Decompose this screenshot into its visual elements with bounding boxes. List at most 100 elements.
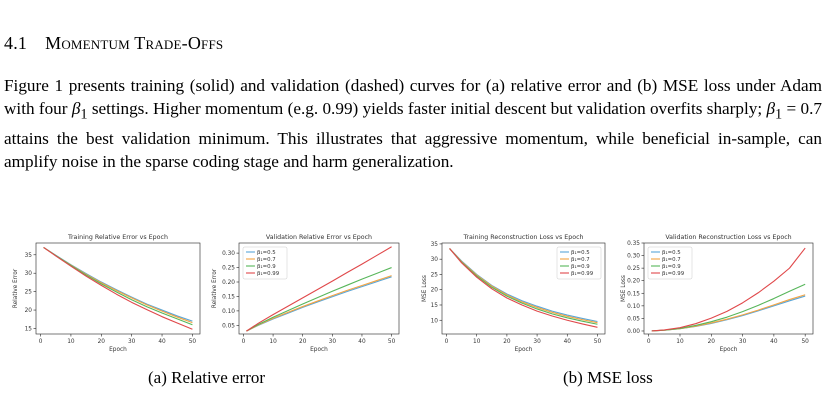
caption-b: (b) MSE loss bbox=[563, 368, 653, 387]
y-tick-label: 0.15 bbox=[627, 291, 640, 297]
plot-frame bbox=[441, 242, 606, 335]
y-tick-label: 0.25 bbox=[222, 266, 235, 272]
x-tick-label: 50 bbox=[388, 339, 396, 345]
figure: Training Relative Error vs Epoch 0 10 20 30 4… bbox=[0, 226, 826, 361]
y-axis-label: Relative Error bbox=[212, 268, 218, 308]
chart-title: Training Reconstruction Loss vs Epoch bbox=[462, 234, 583, 241]
legend-box bbox=[647, 246, 693, 280]
y-tick-label: 15 bbox=[25, 326, 33, 332]
x-tick-label: 50 bbox=[801, 339, 809, 345]
beta-subscript-2: 1 bbox=[775, 106, 783, 123]
paragraph-text-2: settings. Higher momentum (e.g. 0.99) yi… bbox=[87, 99, 767, 119]
plot-frame bbox=[35, 242, 201, 335]
x-tick-label: 20 bbox=[503, 339, 511, 345]
x-tick-label: 40 bbox=[770, 339, 778, 345]
legend-label: β₁=0.7 bbox=[662, 257, 681, 263]
y-axis-label: MSE Loss bbox=[422, 275, 428, 302]
y-tick-label: 0.25 bbox=[627, 266, 640, 272]
y-tick-label: 30 bbox=[431, 257, 439, 263]
x-tick-label: 0 bbox=[242, 339, 246, 345]
x-tick-label: 0 bbox=[647, 339, 651, 345]
x-tick-label: 20 bbox=[98, 339, 106, 345]
body-paragraph: Figure 1 presents training (solid) and v… bbox=[4, 74, 822, 173]
x-axis-label: Epoch bbox=[720, 347, 738, 353]
legend-label: β₁=0.9 bbox=[571, 264, 590, 270]
series-line-3 bbox=[43, 246, 193, 330]
x-tick-label: 10 bbox=[269, 339, 277, 345]
x-tick-label: 30 bbox=[329, 339, 337, 345]
chart-title: Validation Relative Error vs Epoch bbox=[266, 234, 372, 241]
chart-0-svg: Training Relative Error vs Epoch 0 10 20 30 4… bbox=[13, 234, 201, 353]
series-line-1 bbox=[246, 275, 392, 332]
x-tick-label: 50 bbox=[189, 339, 197, 345]
y-tick-label: 15 bbox=[431, 303, 439, 309]
y-tick-label: 0.20 bbox=[222, 280, 235, 286]
section-title: Momentum Trade-Offs bbox=[45, 33, 224, 53]
plot-frame bbox=[643, 242, 814, 335]
y-axis-label: Relative Error bbox=[13, 268, 19, 308]
legend-box bbox=[556, 246, 602, 280]
y-axis-label: MSE Loss bbox=[621, 275, 627, 302]
legend-label: β₁=0.5 bbox=[571, 250, 590, 256]
x-tick-label: 20 bbox=[708, 339, 716, 345]
chart-training-reconstruction-loss: Training Reconstruction Loss vs Epoch 0 10… bbox=[420, 226, 615, 358]
y-tick-label: 25 bbox=[25, 290, 33, 296]
y-tick-label: 0.05 bbox=[222, 323, 235, 329]
x-tick-label: 30 bbox=[739, 339, 747, 345]
x-tick-label: 20 bbox=[299, 339, 307, 345]
series-line-1 bbox=[651, 294, 806, 332]
legend-box bbox=[242, 246, 288, 280]
legend-label: β₁=0.99 bbox=[571, 271, 594, 277]
chart-1-svg: Validation Relative Error vs Epoch 0 10 20 3… bbox=[212, 234, 400, 353]
x-tick-label: 40 bbox=[358, 339, 366, 345]
beta-subscript: 1 bbox=[80, 106, 88, 123]
x-tick-label: 30 bbox=[533, 339, 541, 345]
x-tick-label: 50 bbox=[594, 339, 602, 345]
y-tick-label: 0.30 bbox=[627, 254, 640, 260]
paragraph-text-1: Figure 1 presents training (solid) and v… bbox=[4, 76, 822, 119]
caption-a: (a) Relative error bbox=[148, 368, 266, 387]
y-tick-label: 0.05 bbox=[627, 316, 640, 322]
paragraph-text-3: = 0.7 attains the best validation minimu… bbox=[4, 99, 822, 172]
y-tick-label: 0.10 bbox=[627, 304, 640, 310]
x-axis-label: Epoch bbox=[109, 347, 127, 353]
x-tick-label: 10 bbox=[67, 339, 75, 345]
chart-validation-reconstruction-loss: Validation Reconstruction Loss vs Epoch 0… bbox=[618, 226, 818, 358]
y-tick-label: 35 bbox=[431, 242, 439, 248]
y-tick-label: 0.20 bbox=[627, 279, 640, 285]
x-tick-label: 0 bbox=[39, 339, 43, 345]
y-tick-label: 0.10 bbox=[222, 309, 235, 315]
chart-validation-relative-error: Validation Relative Error vs Epoch 0 10 20 3… bbox=[209, 226, 404, 358]
x-tick-label: 10 bbox=[676, 339, 684, 345]
series-line-3 bbox=[651, 247, 806, 332]
y-tick-label: 10 bbox=[431, 318, 439, 324]
y-tick-label: 30 bbox=[25, 271, 33, 277]
legend-label: β₁=0.5 bbox=[662, 250, 681, 256]
x-tick-label: 0 bbox=[445, 339, 449, 345]
series-line-0 bbox=[43, 246, 193, 322]
y-tick-label: 0.30 bbox=[222, 251, 235, 257]
series-line-0 bbox=[651, 295, 806, 332]
series-line-1 bbox=[449, 248, 598, 324]
y-tick-label: 20 bbox=[25, 308, 33, 314]
series-line-3 bbox=[246, 246, 392, 332]
x-axis-label: Epoch bbox=[515, 347, 533, 353]
section-heading: 4.1 Momentum Trade-Offs bbox=[4, 33, 223, 54]
section-number: 4.1 bbox=[4, 33, 28, 53]
legend-label: β₁=0.99 bbox=[662, 271, 685, 277]
plot-frame bbox=[238, 242, 400, 335]
series-line-2 bbox=[651, 283, 806, 332]
legend-label: β₁=0.7 bbox=[571, 257, 590, 263]
legend-label: β₁=0.99 bbox=[257, 271, 280, 277]
chart-2-svg: Training Reconstruction Loss vs Epoch 0 10… bbox=[422, 234, 606, 353]
x-tick-label: 40 bbox=[564, 339, 572, 345]
legend-label: β₁=0.9 bbox=[257, 264, 276, 270]
x-tick-label: 30 bbox=[128, 339, 136, 345]
legend-label: β₁=0.9 bbox=[662, 264, 681, 270]
legend-label: β₁=0.7 bbox=[257, 257, 276, 263]
chart-title: Validation Reconstruction Loss vs Epoch bbox=[665, 234, 791, 241]
y-tick-label: 0.00 bbox=[627, 329, 640, 335]
y-tick-label: 25 bbox=[431, 272, 439, 278]
legend-label: β₁=0.5 bbox=[257, 250, 276, 256]
series-line-2 bbox=[449, 248, 598, 325]
